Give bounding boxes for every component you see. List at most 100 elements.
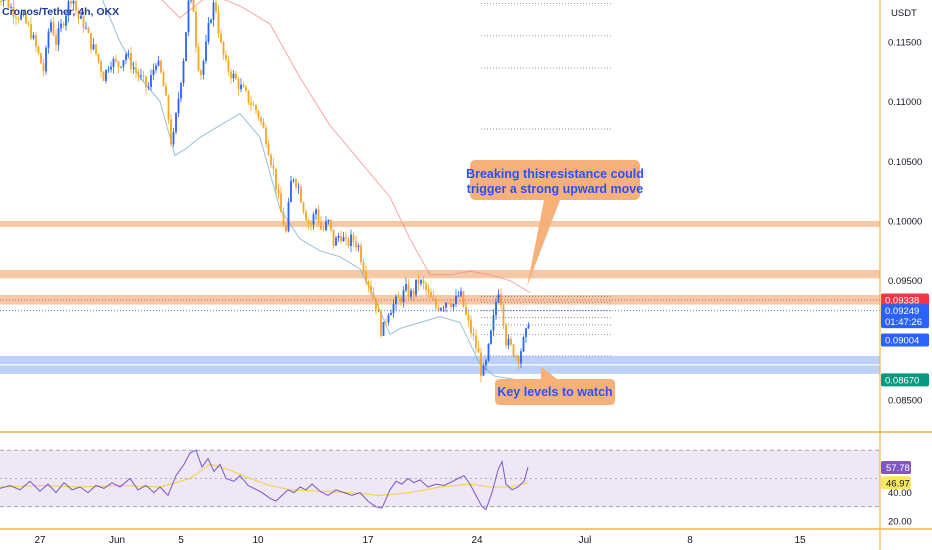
candle — [135, 61, 137, 79]
candle — [35, 32, 37, 52]
candle — [160, 59, 162, 74]
svg-text:01:47:26: 01:47:26 — [885, 317, 922, 328]
resistance-note-line-2: trigger a strong upward move — [467, 182, 643, 196]
candle — [435, 296, 437, 311]
candle — [522, 335, 525, 353]
candle — [62, 21, 65, 29]
price-label: 0.08500 — [888, 396, 922, 407]
candle — [77, 9, 80, 25]
resistance-zone-2 — [0, 269, 880, 279]
candle — [302, 201, 305, 215]
candle — [200, 68, 202, 81]
candle — [205, 34, 207, 64]
candle — [285, 222, 287, 234]
candle — [212, 0, 215, 27]
lower-band-line — [101, 0, 531, 383]
candle — [447, 302, 450, 305]
rsi-scale-label: 20.00 — [888, 516, 912, 527]
candle — [255, 104, 257, 115]
candle — [137, 68, 140, 82]
resistance-callout[interactable]: Breaking thisresistance could trigger a … — [466, 160, 644, 287]
candle — [190, 0, 192, 4]
candle — [85, 21, 87, 30]
candle — [5, 0, 7, 2]
currency-label: USDT — [891, 8, 917, 19]
candle — [252, 101, 255, 106]
candle — [415, 279, 417, 297]
candle — [330, 219, 332, 233]
candle — [305, 209, 307, 221]
candle — [322, 226, 325, 232]
candle — [295, 177, 297, 191]
candle — [52, 17, 55, 37]
candle — [397, 291, 400, 299]
candle — [325, 216, 327, 232]
candle — [132, 61, 135, 74]
candle — [432, 290, 435, 301]
candle — [505, 322, 507, 349]
candle — [152, 63, 155, 81]
candle — [417, 273, 420, 291]
candle — [420, 278, 422, 287]
candle — [75, 0, 77, 15]
candle — [140, 68, 142, 81]
candle — [40, 52, 42, 64]
candle — [25, 11, 27, 25]
key-level-zones — [0, 220, 880, 374]
price-scale[interactable]: USDT 0.11500 0.11000 0.10500 0.10000 0.09500… — [879, 0, 929, 550]
time-axis[interactable]: 27 Jun 5 10 17 24 Jul 8 15 — [34, 535, 806, 546]
candle — [27, 20, 30, 27]
candlestick-series — [0, 0, 530, 383]
candle — [97, 53, 100, 64]
candle — [117, 60, 120, 74]
candle — [350, 229, 352, 253]
time-label: 24 — [471, 535, 483, 546]
candle — [310, 219, 312, 231]
time-label: 15 — [794, 535, 806, 546]
candle — [195, 6, 197, 53]
candle — [407, 279, 410, 299]
candle — [245, 84, 247, 93]
candle — [482, 363, 485, 377]
candle — [147, 82, 150, 91]
candle — [517, 355, 520, 371]
svg-text:0.09249: 0.09249 — [885, 306, 919, 317]
candle — [390, 309, 392, 316]
candle — [237, 76, 240, 96]
candle — [47, 28, 50, 54]
candle — [317, 205, 320, 226]
price-pane[interactable] — [0, 0, 880, 383]
candle — [30, 17, 32, 41]
time-label: 8 — [687, 535, 693, 546]
candle — [385, 317, 387, 327]
time-label: 5 — [178, 535, 184, 546]
candle — [395, 294, 397, 311]
candle — [297, 182, 300, 194]
candle — [465, 302, 467, 317]
candle — [430, 288, 432, 298]
upper-band-line — [161, 0, 531, 294]
support-callout[interactable]: Key levels to watch — [495, 366, 615, 405]
candle — [335, 235, 337, 246]
candle — [210, 18, 212, 24]
candle — [260, 115, 262, 126]
candle — [145, 75, 147, 95]
candle — [332, 229, 335, 249]
rsi-pane[interactable] — [0, 449, 880, 511]
candle — [472, 326, 475, 341]
candle — [2, 0, 5, 7]
candle — [495, 298, 497, 320]
support-zone-2 — [0, 365, 880, 374]
candle — [257, 109, 260, 122]
candle — [497, 288, 500, 304]
rsi-tag: 46.97 — [881, 476, 911, 490]
candle — [375, 298, 377, 315]
price-tag: 0.08670 — [881, 373, 929, 387]
candle — [450, 299, 452, 310]
candle — [100, 59, 102, 78]
price-tag: 0.09004 — [881, 333, 929, 347]
price-tag: 0.09338 — [881, 293, 929, 307]
candle — [457, 291, 460, 298]
rsi-line — [0, 449, 529, 511]
